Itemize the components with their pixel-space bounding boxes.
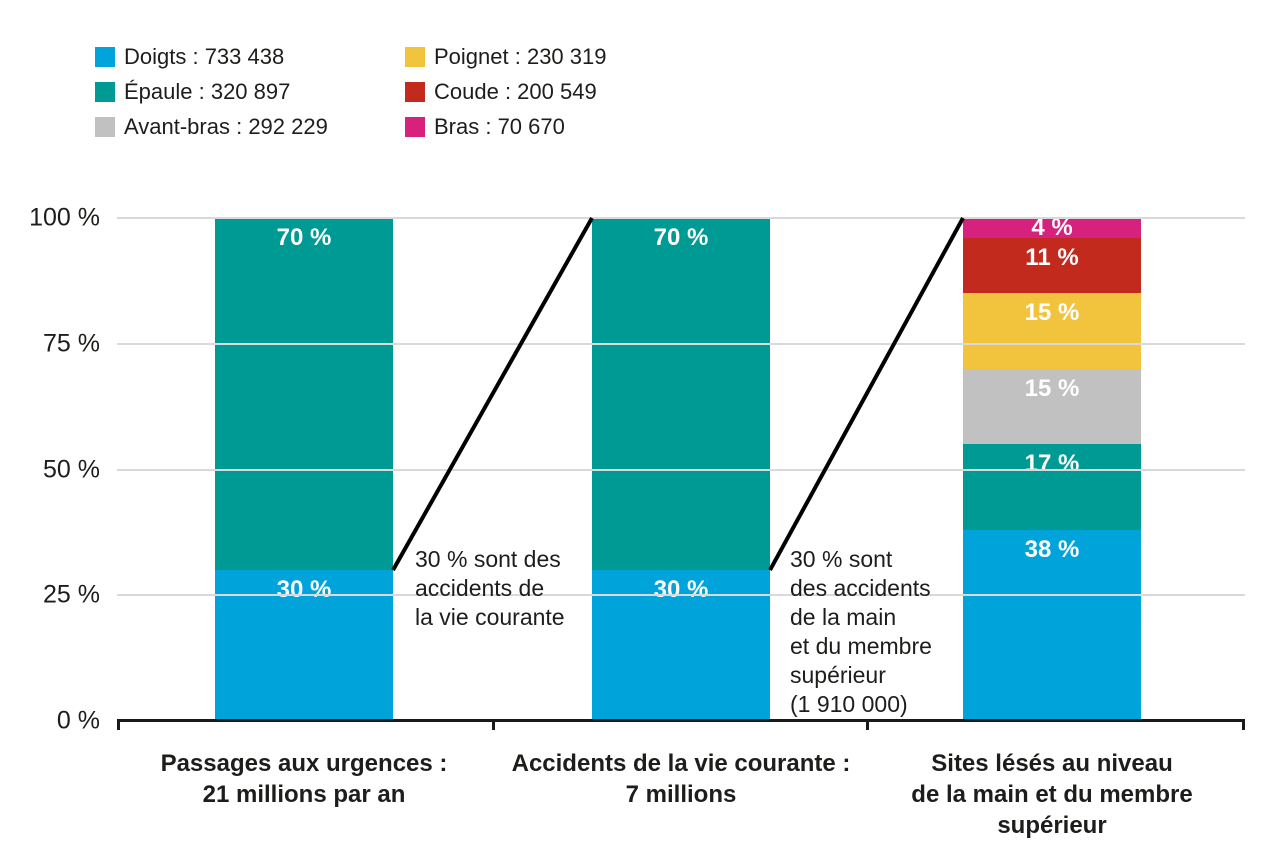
annotation-line: et du membre (790, 633, 932, 659)
segment-value-label: 4 % (1031, 214, 1073, 242)
plot-area: 0 % 25 % 50 % 75 % 100 % 30 % 70 % 30 % 70 % 38 … (29, 205, 1245, 733)
gridline-50 (117, 468, 1245, 471)
category-label-2: Accidents de la vie courante : 7 millions (466, 748, 896, 810)
gridline-25 (117, 594, 1245, 597)
legend-label: Avant-bras : 292 229 (124, 114, 328, 139)
legend-item-doigts: Doigts : 733 438 (95, 44, 328, 69)
connector-line-1 (391, 217, 594, 572)
segment-value-label: 70 % (276, 224, 332, 252)
bar-segment-autres: 70 % (592, 218, 770, 571)
annotation-line: la vie courante (415, 604, 565, 630)
annotation-line: 30 % sont des (415, 546, 561, 572)
bar-segment-poignet: 15 % (963, 293, 1141, 369)
segment-value-label: 70 % (653, 224, 709, 252)
legend-label: Doigts : 733 438 (124, 44, 285, 69)
legend-item-avant-bras: Avant-bras : 292 229 (95, 114, 328, 139)
y-tick-label-0: 0 % (56, 706, 100, 735)
legend-column-left: Doigts : 733 438 Épaule : 320 897 Avant-br… (95, 46, 328, 151)
annotation-line: supérieur (790, 662, 886, 688)
annotation-line: des accidents (790, 575, 931, 601)
legend-label: Coude : 200 549 (434, 79, 597, 104)
y-tick-label-100: 100 % (29, 203, 100, 232)
category-label-1: Passages aux urgences : 21 millions par a… (89, 748, 519, 810)
legend-item-coude: Coude : 200 549 (405, 79, 606, 104)
legend-swatch-bras (405, 116, 425, 137)
bar-2: 30 % 70 % (592, 218, 770, 721)
category-label-line: Accidents de la vie courante : (511, 750, 851, 777)
legend-swatch-epaule (95, 81, 115, 102)
annotation-line: 30 % sont (790, 546, 893, 572)
legend-item-epaule: Épaule : 320 897 (95, 79, 328, 104)
bar-segment-avant-bras: 15 % (963, 368, 1141, 445)
bar-segment-doigts: 38 % (963, 529, 1141, 721)
annotation-1: 30 % sont des accidents de la vie courante (415, 545, 565, 632)
axis-tick (866, 721, 869, 730)
legend-label: Bras : 70 670 (434, 114, 565, 139)
bar-segment-autres: 70 % (215, 218, 393, 571)
legend-column-right: Poignet : 230 319 Coude : 200 549 Bras : 7… (405, 46, 606, 151)
axis-tick (1242, 721, 1245, 730)
segment-value-label: 30 % (653, 576, 709, 604)
legend-label: Poignet : 230 319 (434, 44, 607, 69)
annotation-line: (1 910 000) (790, 691, 908, 717)
y-axis-labels: 0 % 25 % 50 % 75 % 100 % (0, 205, 100, 733)
x-axis-line (117, 719, 1245, 730)
y-tick-label-25: 25 % (43, 580, 100, 609)
segment-value-label: 15 % (1024, 299, 1080, 327)
segment-value-label: 38 % (1024, 535, 1080, 563)
legend-item-bras: Bras : 70 670 (405, 114, 606, 139)
legend-swatch-avant-bras (95, 116, 115, 137)
axis-tick (117, 721, 120, 730)
legend-item-poignet: Poignet : 230 319 (405, 44, 607, 69)
segment-value-label: 11 % (1025, 244, 1079, 272)
gridline-100 (117, 217, 1245, 219)
legend-swatch-poignet (405, 46, 425, 67)
segment-value-label: 17 % (1024, 450, 1080, 478)
category-label-line: de la main et du membre (911, 781, 1193, 808)
category-label-line: 21 millions par an (202, 781, 406, 808)
bar-segment-main-membre-superieur: 30 % (592, 570, 770, 721)
legend-swatch-doigts (95, 46, 115, 67)
category-label-line: Passages aux urgences : (160, 750, 448, 777)
connector-line-2 (768, 217, 965, 572)
bar-3: 38 % 17 % 15 % 15 % 11 % 4 % (963, 214, 1141, 721)
legend-label: Épaule : 320 897 (124, 79, 291, 104)
bar-segment-bras: 4 % (963, 214, 1141, 242)
bar-segment-epaule: 17 % (963, 444, 1141, 530)
category-label-line: 7 millions (625, 781, 737, 808)
bar-segment-coude: 11 % (963, 238, 1141, 294)
y-tick-label-50: 50 % (43, 455, 100, 483)
y-tick-label-75: 75 % (43, 329, 100, 358)
legend-swatch-coude (405, 81, 425, 102)
annotation-line: accidents de (415, 575, 545, 601)
gridline-75 (117, 342, 1245, 345)
axis-tick (492, 721, 495, 730)
annotation-line: de la main (790, 604, 897, 630)
category-label-line: Sites lésés au niveau (931, 750, 1173, 777)
category-label-line: supérieur (997, 812, 1107, 839)
bar-segment-accidents-vie-courante: 30 % (215, 570, 393, 721)
segment-value-label: 30 % (276, 576, 332, 604)
category-label-3: Sites lésés au niveau de la main et du me… (837, 748, 1267, 841)
annotation-2: 30 % sont des accidents de la main et du me… (790, 545, 932, 719)
segment-value-label: 15 % (1024, 374, 1080, 402)
